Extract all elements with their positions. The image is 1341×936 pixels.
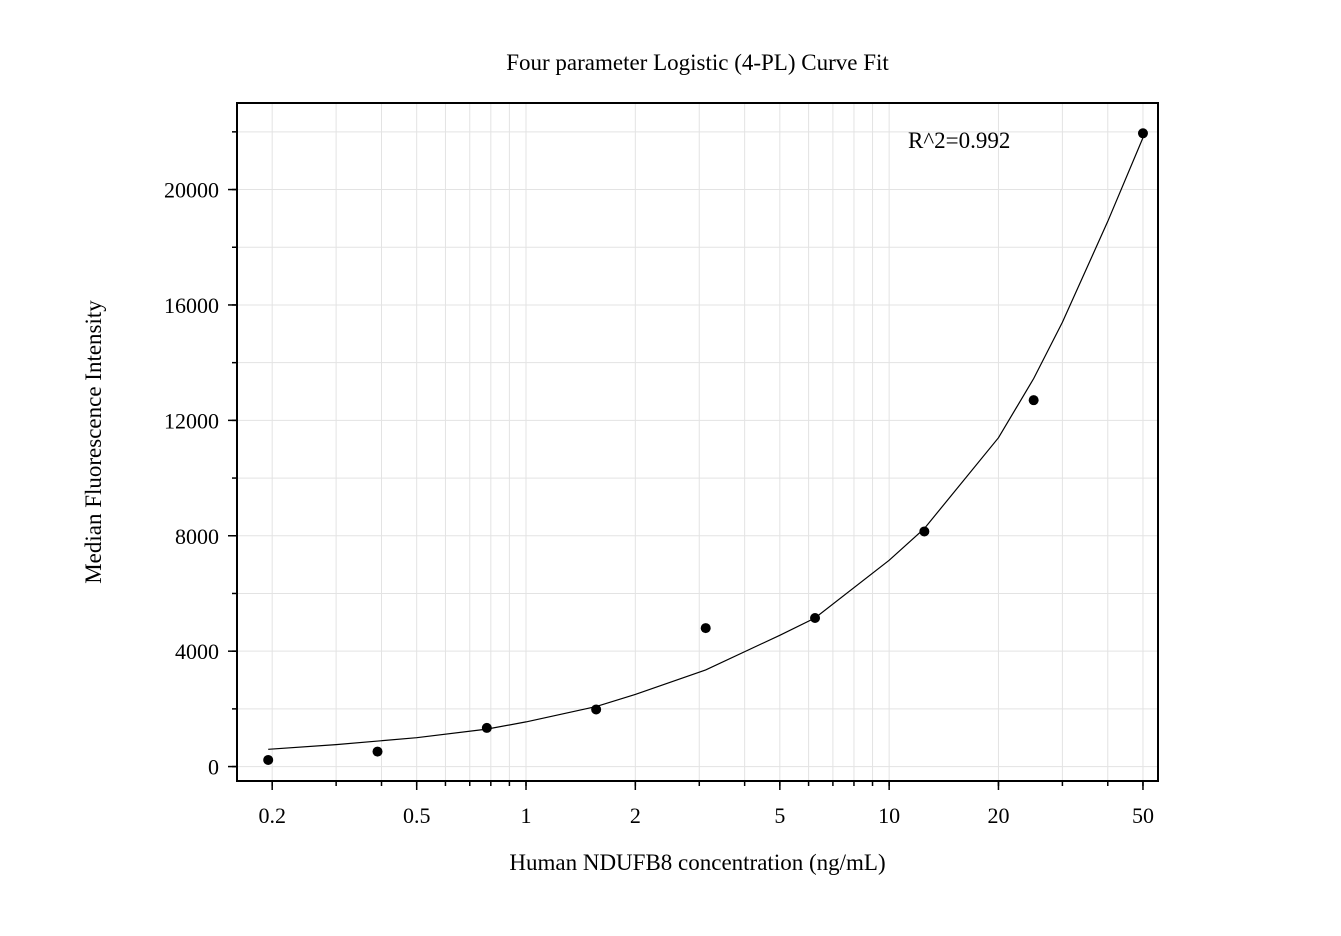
data-point: [700, 623, 711, 634]
y-tick-label: 0: [208, 755, 219, 780]
fit-curve-line: [268, 137, 1144, 750]
x-tick-label: 0.5: [403, 803, 431, 828]
x-axis-ticks: 0.2 0.5 1 2 5 10 20 50: [258, 781, 1154, 828]
x-tick-label: 20: [987, 803, 1009, 828]
y-axis-ticks: 0 4000 8000 12000 16000 20000: [164, 131, 237, 780]
plot-frame: [236, 102, 1159, 782]
fit-curve-layer: [268, 137, 1144, 750]
x-tick-label: 10: [878, 803, 900, 828]
r-squared-annotation: R^2=0.992: [908, 128, 1010, 153]
data-point: [481, 722, 492, 733]
grid-lines: [237, 103, 1158, 781]
x-tick-label: 0.2: [258, 803, 286, 828]
data-point: [810, 612, 821, 623]
x-axis-label: Human NDUFB8 concentration (ng/mL): [509, 850, 885, 875]
y-tick-label: 16000: [164, 293, 219, 318]
x-tick-label: 1: [521, 803, 532, 828]
x-tick-label: 5: [774, 803, 785, 828]
y-tick-label: 8000: [175, 524, 219, 549]
x-tick-label: 2: [630, 803, 641, 828]
data-point: [263, 754, 274, 765]
data-point: [1028, 395, 1039, 406]
data-point: [372, 746, 383, 757]
y-tick-label: 20000: [164, 178, 219, 203]
y-axis-label: Median Fluorescence Intensity: [81, 300, 106, 584]
y-tick-label: 12000: [164, 408, 219, 433]
data-point: [919, 526, 930, 537]
data-point: [591, 704, 602, 715]
y-tick-label: 4000: [175, 639, 219, 664]
data-point: [1137, 128, 1148, 139]
data-points-layer: [263, 128, 1148, 765]
chart-title: Four parameter Logistic (4-PL) Curve Fit: [506, 50, 889, 75]
x-tick-label: 50: [1132, 803, 1154, 828]
